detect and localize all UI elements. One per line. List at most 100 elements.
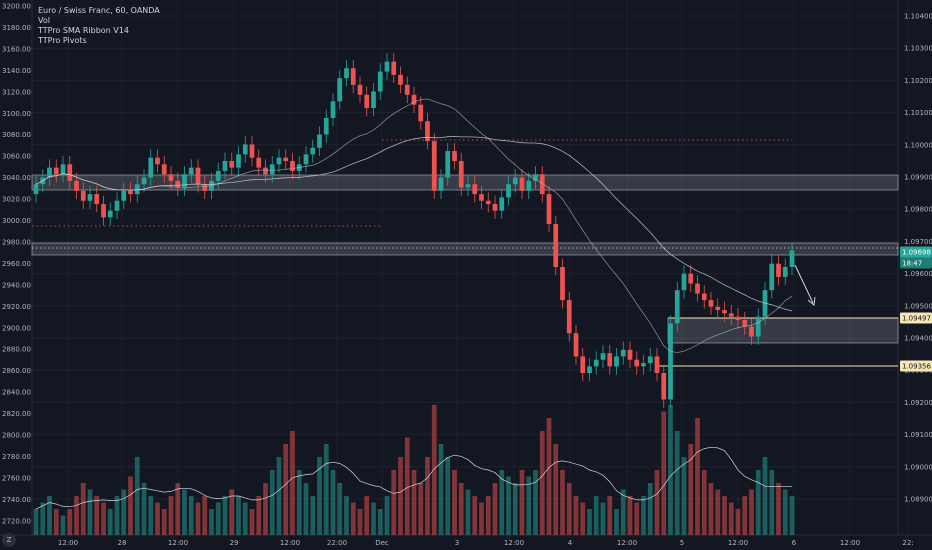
right-axis-tick: 1.10400	[904, 13, 932, 21]
candle-body	[269, 164, 275, 175]
volume-bar	[303, 483, 309, 535]
volume-bar	[114, 496, 120, 535]
volume-bar	[620, 489, 626, 535]
right-axis-tick: 1.09100	[904, 431, 932, 439]
candle-body	[249, 144, 255, 158]
right-axis-tick: 1.10000	[904, 141, 932, 149]
candle-body	[67, 164, 73, 181]
volume-bar	[236, 496, 241, 535]
candle-body	[357, 84, 363, 95]
volume-bar	[161, 509, 167, 535]
right-axis-tick: 1.09400	[904, 335, 932, 343]
candle-body	[627, 349, 633, 360]
candle-body	[539, 174, 545, 195]
volume-bar	[431, 405, 437, 535]
volume-bar	[276, 457, 282, 535]
volume-bar	[661, 411, 667, 535]
legend-symbol[interactable]: Euro / Swiss Franc, 60, OANDA	[38, 6, 160, 15]
volume-bar	[229, 489, 235, 535]
volume-bar	[296, 470, 302, 535]
countdown-label: 18:47	[900, 257, 932, 269]
time-axis-tick: 12:00	[728, 539, 748, 547]
volume-bar	[506, 476, 511, 535]
left-axis-tick: 3020.00	[2, 196, 31, 204]
candle-body	[377, 71, 383, 92]
legend-indicator-vol[interactable]: Vol	[38, 16, 50, 25]
time-axis-tick: 12:00	[504, 539, 524, 547]
candle-body	[344, 68, 349, 79]
volume-bar	[425, 457, 430, 535]
candle-body	[303, 154, 309, 165]
volume-bar	[614, 509, 619, 535]
left-axis-tick: 3060.00	[2, 153, 31, 161]
candle-body	[60, 164, 66, 175]
right-axis-tick: 1.10200	[904, 77, 932, 85]
candle-body	[168, 174, 174, 181]
volume-bar	[512, 483, 518, 535]
volume-bar	[715, 489, 721, 535]
candle-body	[431, 141, 437, 191]
volume-bar	[593, 496, 599, 535]
candle-body	[128, 190, 133, 195]
left-axis-tick: 3040.00	[2, 174, 31, 182]
volume-bar	[492, 483, 498, 535]
volume-bar	[755, 470, 761, 535]
candle-body	[512, 177, 518, 185]
candle-body	[242, 144, 248, 155]
volume-bar	[776, 483, 781, 535]
volume-bar	[344, 496, 349, 535]
candle-body	[263, 167, 268, 175]
projection-arrow-line	[794, 264, 814, 304]
level2-price-label: 1.09356	[900, 360, 932, 372]
z-button[interactable]: Z	[2, 533, 16, 547]
volume-bar	[526, 476, 532, 535]
current-price-label: 1.09698	[900, 246, 932, 258]
left-axis-tick: 2800.00	[2, 432, 31, 440]
volume-bar	[600, 502, 606, 535]
volume-bar	[485, 496, 491, 535]
time-axis-tick: 3	[455, 539, 459, 547]
left-axis-tick: 3180.00	[2, 24, 31, 32]
candle-body	[735, 316, 741, 320]
right-axis-tick: 1.10100	[904, 109, 932, 117]
volume-bar	[749, 489, 754, 535]
time-axis-tick: 4	[568, 539, 573, 547]
volume-bar	[782, 489, 788, 535]
volume-bar	[573, 496, 579, 535]
candle-body	[789, 250, 795, 267]
right-axis-tick: 1.09000	[904, 463, 932, 471]
volume-bar	[182, 489, 187, 535]
time-axis-tick: 22:	[902, 539, 913, 547]
left-axis-tick: 2980.00	[2, 238, 31, 246]
candle-body	[708, 300, 714, 307]
candle-body	[229, 161, 235, 168]
candle-body	[384, 61, 390, 72]
volume-bar	[674, 431, 680, 535]
volume-bar	[587, 509, 592, 535]
legend-indicator-sma-ribbon[interactable]: TTPro SMA Ribbon V14	[38, 26, 129, 35]
volume-bar	[195, 502, 201, 535]
volume-bar	[101, 502, 106, 535]
candle-body	[722, 310, 727, 314]
left-axis-tick: 2740.00	[2, 496, 31, 504]
resistance-zone-current	[31, 242, 899, 256]
volume-bar	[310, 496, 316, 535]
left-axis-tick: 2960.00	[2, 260, 31, 268]
volume-bar	[40, 502, 46, 535]
legend-indicator-pivots[interactable]: TTPro Pivots	[38, 36, 87, 45]
candle-body	[188, 167, 194, 175]
left-axis-tick: 3080.00	[2, 131, 31, 139]
level2-price-label-text: 1.09356	[902, 363, 931, 371]
volume-bar	[155, 502, 160, 535]
volume-bars	[33, 405, 795, 535]
candle-body	[425, 121, 430, 142]
volume-bar	[175, 483, 181, 535]
volume-bar	[607, 496, 613, 535]
volume-bar	[107, 509, 113, 535]
left-axis-tick: 3100.00	[2, 110, 31, 118]
candle-body	[519, 177, 525, 191]
volume-bar	[458, 483, 464, 535]
time-axis-tick: Dec	[375, 539, 389, 547]
volume-bar	[769, 470, 775, 535]
